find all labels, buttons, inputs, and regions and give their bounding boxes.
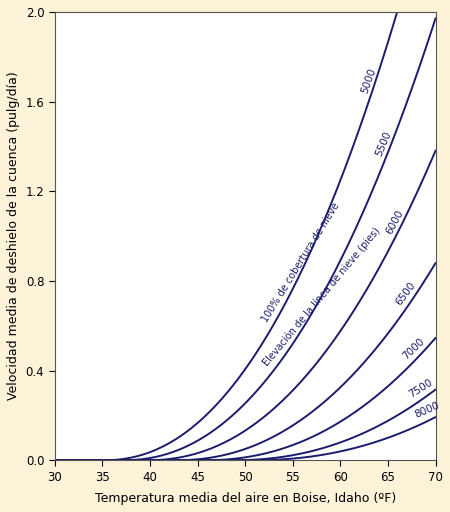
X-axis label: Temperatura media del aire en Boise, Idaho (ºF): Temperatura media del aire en Boise, Ida…: [94, 492, 396, 505]
Text: 6000: 6000: [384, 208, 405, 236]
Text: 100% de cobertura de nieve: 100% de cobertura de nieve: [261, 201, 342, 324]
Text: 6500: 6500: [394, 280, 418, 307]
Text: 5500: 5500: [374, 130, 393, 158]
Text: Elevación de la línea de nieve (pies): Elevación de la línea de nieve (pies): [261, 225, 382, 368]
Text: 5000: 5000: [360, 67, 378, 94]
Text: 7500: 7500: [406, 377, 434, 400]
Y-axis label: Velocidad media de deshielo de la cuenca (pulg/día): Velocidad media de deshielo de la cuenca…: [7, 72, 20, 400]
Text: 8000: 8000: [413, 400, 441, 419]
Text: 7000: 7000: [400, 336, 426, 361]
